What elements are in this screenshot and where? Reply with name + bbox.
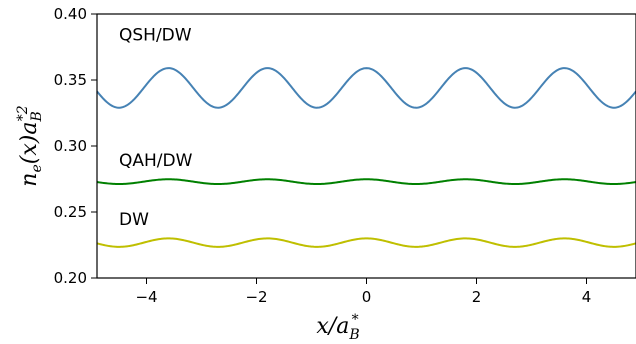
y-axis-label: ne(x)aB*2 [15,105,45,186]
x-tick-label: 4 [582,288,592,306]
x-tick-label: −4 [135,288,157,306]
series-line-dw [97,238,636,246]
series-labels: QSH/DW QAH/DW DW [119,25,193,230]
x-axis-label: x/aB* [316,312,359,343]
x-tick-label: 0 [362,288,372,306]
y-tick-label: 0.20 [54,269,87,287]
series-label-qsh-dw: QSH/DW [119,25,192,45]
y-tick-label: 0.30 [54,137,87,155]
y-tick-label: 0.40 [54,5,87,23]
x-tick-label: 2 [472,288,482,306]
series-label-qah-dw: QAH/DW [119,151,193,171]
series-line-qah-dw [97,179,636,184]
y-tick-label: 0.35 [54,71,87,89]
y-tick-label: 0.25 [54,203,87,221]
x-tick-label: −2 [245,288,267,306]
series-line-qsh-dw [97,68,636,108]
y-axis: 0.20 0.25 0.30 0.35 0.40 [54,5,97,287]
x-axis: −4 −2 0 2 4 [135,278,591,306]
series-label-dw: DW [119,210,149,230]
